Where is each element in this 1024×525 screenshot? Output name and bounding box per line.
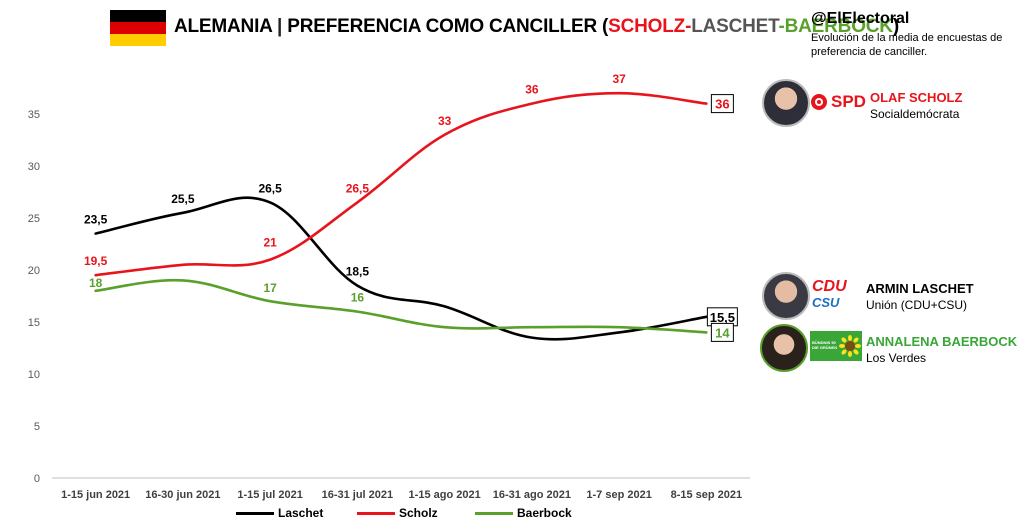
x-tick-label: 16-30 jun 2021 xyxy=(145,489,220,501)
data-label-baerbock: 17 xyxy=(263,281,277,295)
chart-axes: 0 5 10 15 20 25 30 35 1-15 jun 2021 16-30 jun 202… xyxy=(28,109,750,501)
legend-label-laschet: Laschet xyxy=(278,506,324,520)
y-tick-label: 0 xyxy=(34,473,40,485)
spd-logo-text: SPD xyxy=(831,92,866,111)
brand-handle: @ElElectoral xyxy=(811,10,910,27)
data-label-laschet: 23,5 xyxy=(84,213,108,227)
gruenen-logo-text: BÜNDNIS 90 DIE GRÜNEN xyxy=(812,340,838,350)
x-tick-label: 16-31 ago 2021 xyxy=(493,489,571,501)
title-dash-1: - xyxy=(685,16,692,37)
title-scholz: SCHOLZ xyxy=(608,16,686,37)
legend-baerbock: Baerbock xyxy=(475,506,572,520)
legend-swatch-baerbock xyxy=(475,512,513,516)
x-tick-label: 1-15 jun 2021 xyxy=(61,489,130,501)
flag-stripe-gold xyxy=(110,34,166,46)
x-tick-label: 16-31 jul 2021 xyxy=(322,489,394,501)
spd-rose-icon xyxy=(811,94,827,110)
series-line-laschet xyxy=(94,196,708,341)
scholz-party: Socialdemócrata xyxy=(870,107,960,121)
laschet-name: ARMIN LASCHET xyxy=(866,281,974,296)
x-tick-label: 1-15 jul 2021 xyxy=(237,489,302,501)
gruenen-logo: BÜNDNIS 90 DIE GRÜNEN xyxy=(810,331,862,361)
legend-swatch-scholz xyxy=(357,512,395,516)
germany-flag-icon xyxy=(110,10,166,46)
spd-logo: SPD xyxy=(810,92,868,112)
title-prefix: ALEMANIA xyxy=(174,16,272,37)
sunflower-icon xyxy=(839,335,861,357)
y-tick-label: 20 xyxy=(28,265,40,277)
series-line-baerbock xyxy=(94,278,708,334)
chart-subtitle: Evolución de la media de encuestas de pr… xyxy=(811,32,1003,58)
data-label-baerbock: 18 xyxy=(89,276,103,290)
scholz-avatar xyxy=(762,79,810,127)
legend-swatch-laschet xyxy=(236,512,274,516)
chart-data-labels: 23,5 25,5 26,5 18,5 15,5 19,5 21 26,5 33 36 37 36 18… xyxy=(84,72,738,342)
y-tick-label: 30 xyxy=(28,161,40,173)
legend-scholz: Scholz xyxy=(357,506,438,520)
baerbock-party: Los Verdes xyxy=(866,351,927,365)
scholz-name: OLAF SCHOLZ xyxy=(870,90,963,105)
data-label-laschet: 25,5 xyxy=(171,192,195,206)
x-tick-label: 1-15 ago 2021 xyxy=(409,489,481,501)
legend-label-baerbock: Baerbock xyxy=(517,506,572,520)
legend-label-scholz: Scholz xyxy=(399,506,438,520)
title-laschet: LASCHET xyxy=(691,16,779,37)
y-tick-label: 35 xyxy=(28,109,40,121)
end-label-scholz: 36 xyxy=(715,97,729,112)
baerbock-avatar xyxy=(760,324,808,372)
data-label-laschet: 18,5 xyxy=(346,265,370,279)
flag-stripe-black xyxy=(110,10,166,22)
data-label-laschet: 26,5 xyxy=(258,181,282,195)
y-tick-label: 25 xyxy=(28,213,40,225)
data-label-scholz: 19,5 xyxy=(84,254,108,268)
cdu-csu-logo: CDU CSU xyxy=(812,278,860,310)
y-tick-label: 5 xyxy=(34,421,40,433)
data-label-baerbock: 16 xyxy=(351,291,365,305)
laschet-avatar xyxy=(762,272,810,320)
data-label-scholz: 33 xyxy=(438,114,452,128)
title-main: PREFERENCIA COMO CANCILLER ( xyxy=(287,16,609,37)
title-close: ) xyxy=(892,16,899,37)
y-tick-label: 15 xyxy=(28,317,40,329)
x-tick-label: 8-15 sep 2021 xyxy=(671,489,743,501)
end-label-baerbock: 14 xyxy=(715,325,730,340)
laschet-party: Unión (CDU+CSU) xyxy=(866,298,968,312)
baerbock-name: ANNALENA BAERBOCK xyxy=(866,334,1018,349)
chart-title: ALEMANIA | PREFERENCIA COMO CANCILLER (S… xyxy=(174,16,899,38)
data-label-scholz: 36 xyxy=(525,83,539,97)
title-dash-2: - xyxy=(778,16,785,37)
title-baerbock: BAERBOCK xyxy=(784,16,893,37)
data-label-scholz: 26,5 xyxy=(346,181,370,195)
flag-stripe-red xyxy=(110,22,166,34)
cdu-logo-text: CDU xyxy=(812,278,847,295)
data-label-scholz: 37 xyxy=(612,72,626,86)
x-tick-label: 1-7 sep 2021 xyxy=(586,489,651,501)
series-line-scholz xyxy=(94,91,708,277)
title-separator: | xyxy=(271,16,288,37)
y-tick-label: 10 xyxy=(28,369,40,381)
end-label-box-baerbock xyxy=(710,322,734,342)
chart-series-lines xyxy=(94,91,708,341)
end-label-laschet: 15,5 xyxy=(710,310,735,325)
data-label-scholz: 21 xyxy=(263,236,277,250)
csu-logo-text: CSU xyxy=(812,295,840,310)
end-label-box-scholz xyxy=(710,94,734,114)
legend-laschet: Laschet xyxy=(236,506,323,520)
